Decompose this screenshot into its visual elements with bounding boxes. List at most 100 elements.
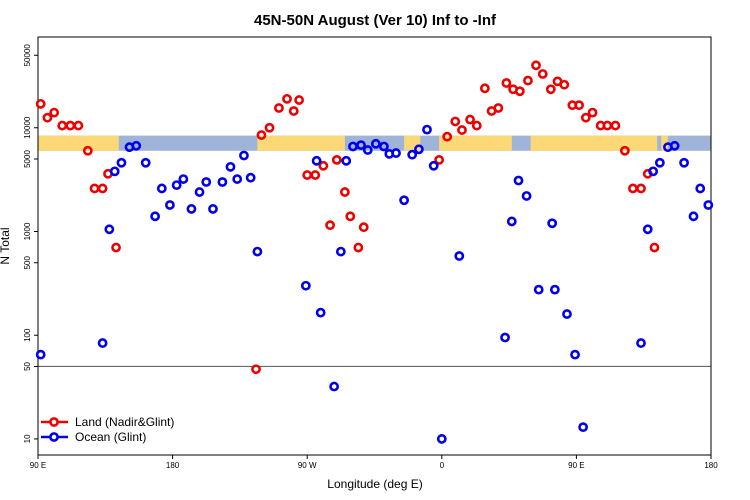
ocean-point — [239, 150, 249, 161]
legend-label: Land (Nadir&Glint) — [75, 415, 174, 429]
ocean-point — [315, 307, 326, 318]
data-points — [35, 60, 714, 444]
ocean-point — [407, 149, 418, 160]
map-band-land-5 — [661, 135, 668, 151]
ocean-point — [335, 246, 346, 257]
ocean-point — [500, 332, 510, 343]
land-point — [610, 120, 621, 131]
legend-swatch-marker — [49, 432, 59, 442]
land-point — [523, 75, 533, 86]
ocean-point — [695, 183, 706, 194]
ocean-point — [165, 200, 175, 210]
ocean-point — [454, 251, 465, 261]
land-point — [318, 160, 329, 171]
land-point — [251, 364, 261, 375]
ocean-point — [232, 174, 243, 184]
plot-frame — [37, 36, 712, 456]
ocean-point — [311, 155, 322, 166]
land-point — [302, 170, 313, 180]
land-point — [531, 60, 541, 71]
ocean-point — [194, 187, 205, 197]
land-point — [65, 120, 76, 131]
land-point — [82, 145, 93, 156]
land-point — [587, 107, 598, 118]
land-point — [636, 183, 646, 194]
x-tick-label: 90 W — [298, 461, 317, 470]
land-point — [274, 103, 284, 113]
y-tick-label: 10000 — [23, 116, 32, 139]
land-point — [493, 103, 504, 113]
y-axis-label: N Total — [0, 227, 12, 264]
ocean-point — [570, 349, 580, 360]
land-point — [353, 242, 364, 253]
land-point — [442, 131, 453, 142]
land-point — [57, 120, 68, 131]
ocean-point — [329, 381, 340, 392]
land-point — [471, 120, 482, 131]
land-point — [325, 220, 335, 231]
ocean-point — [636, 338, 646, 348]
y-axis: 10 50 100 500 1000 5000 10000 50000 — [23, 44, 38, 443]
ocean-point — [679, 157, 689, 168]
ocean-point — [379, 141, 389, 152]
ocean-point — [35, 349, 46, 360]
ocean-point — [654, 157, 665, 168]
y-tick-label: 5000 — [23, 150, 32, 168]
legend-label: Ocean (Glint) — [75, 430, 146, 444]
land-point — [574, 100, 584, 111]
ocean-point — [356, 140, 366, 151]
land-point — [73, 120, 84, 131]
ocean-point — [104, 224, 115, 235]
ocean-point — [109, 166, 120, 177]
ocean-point — [362, 145, 373, 155]
y-tick-label: 50 — [23, 361, 32, 370]
y-tick-label: 10 — [23, 434, 32, 443]
map-band-land-1 — [257, 135, 345, 151]
land-point — [457, 125, 467, 135]
land-point — [545, 84, 556, 95]
ocean-point — [156, 183, 167, 194]
ocean-point — [252, 246, 263, 257]
land-point — [580, 112, 591, 123]
ocean-point — [549, 284, 560, 295]
ocean-point — [178, 174, 189, 184]
ocean-point — [201, 177, 212, 187]
ocean-point — [171, 180, 182, 191]
ocean-point — [300, 280, 311, 291]
land-point — [628, 183, 638, 194]
land-point — [619, 145, 630, 156]
land-point — [358, 222, 369, 233]
ocean-point — [669, 140, 680, 151]
ocean-point — [578, 422, 589, 433]
land-point — [288, 106, 299, 116]
land-point — [501, 78, 512, 88]
land-point — [310, 170, 321, 180]
x-tick-label: 90 E — [30, 461, 46, 470]
x-axis: 90 E 180 90 W 0 90 E 180 — [30, 455, 718, 470]
ocean-point — [131, 140, 142, 151]
land-point — [35, 98, 46, 109]
land-point — [479, 83, 490, 94]
ocean-point — [97, 338, 108, 348]
land-point — [345, 211, 356, 222]
y-tick-label: 50000 — [23, 44, 32, 67]
ocean-point — [422, 124, 432, 135]
ocean-point — [208, 204, 218, 214]
plot-border — [37, 36, 712, 456]
y-tick-label: 500 — [23, 255, 32, 269]
x-tick-label: 180 — [166, 461, 180, 470]
ocean-point — [533, 284, 544, 295]
land-point — [465, 114, 475, 125]
land-point — [434, 154, 445, 165]
x-tick-label: 0 — [440, 461, 445, 470]
map-band-land-2 — [404, 135, 421, 151]
land-point — [649, 242, 660, 253]
ocean-point — [428, 160, 439, 171]
legend: Land (Nadir&Glint)Ocean (Glint) — [41, 415, 174, 444]
land-point — [111, 242, 121, 253]
ocean-point — [648, 166, 659, 177]
y-tick-label: 1000 — [23, 222, 32, 240]
land-point — [89, 183, 100, 194]
land-point — [282, 93, 292, 104]
